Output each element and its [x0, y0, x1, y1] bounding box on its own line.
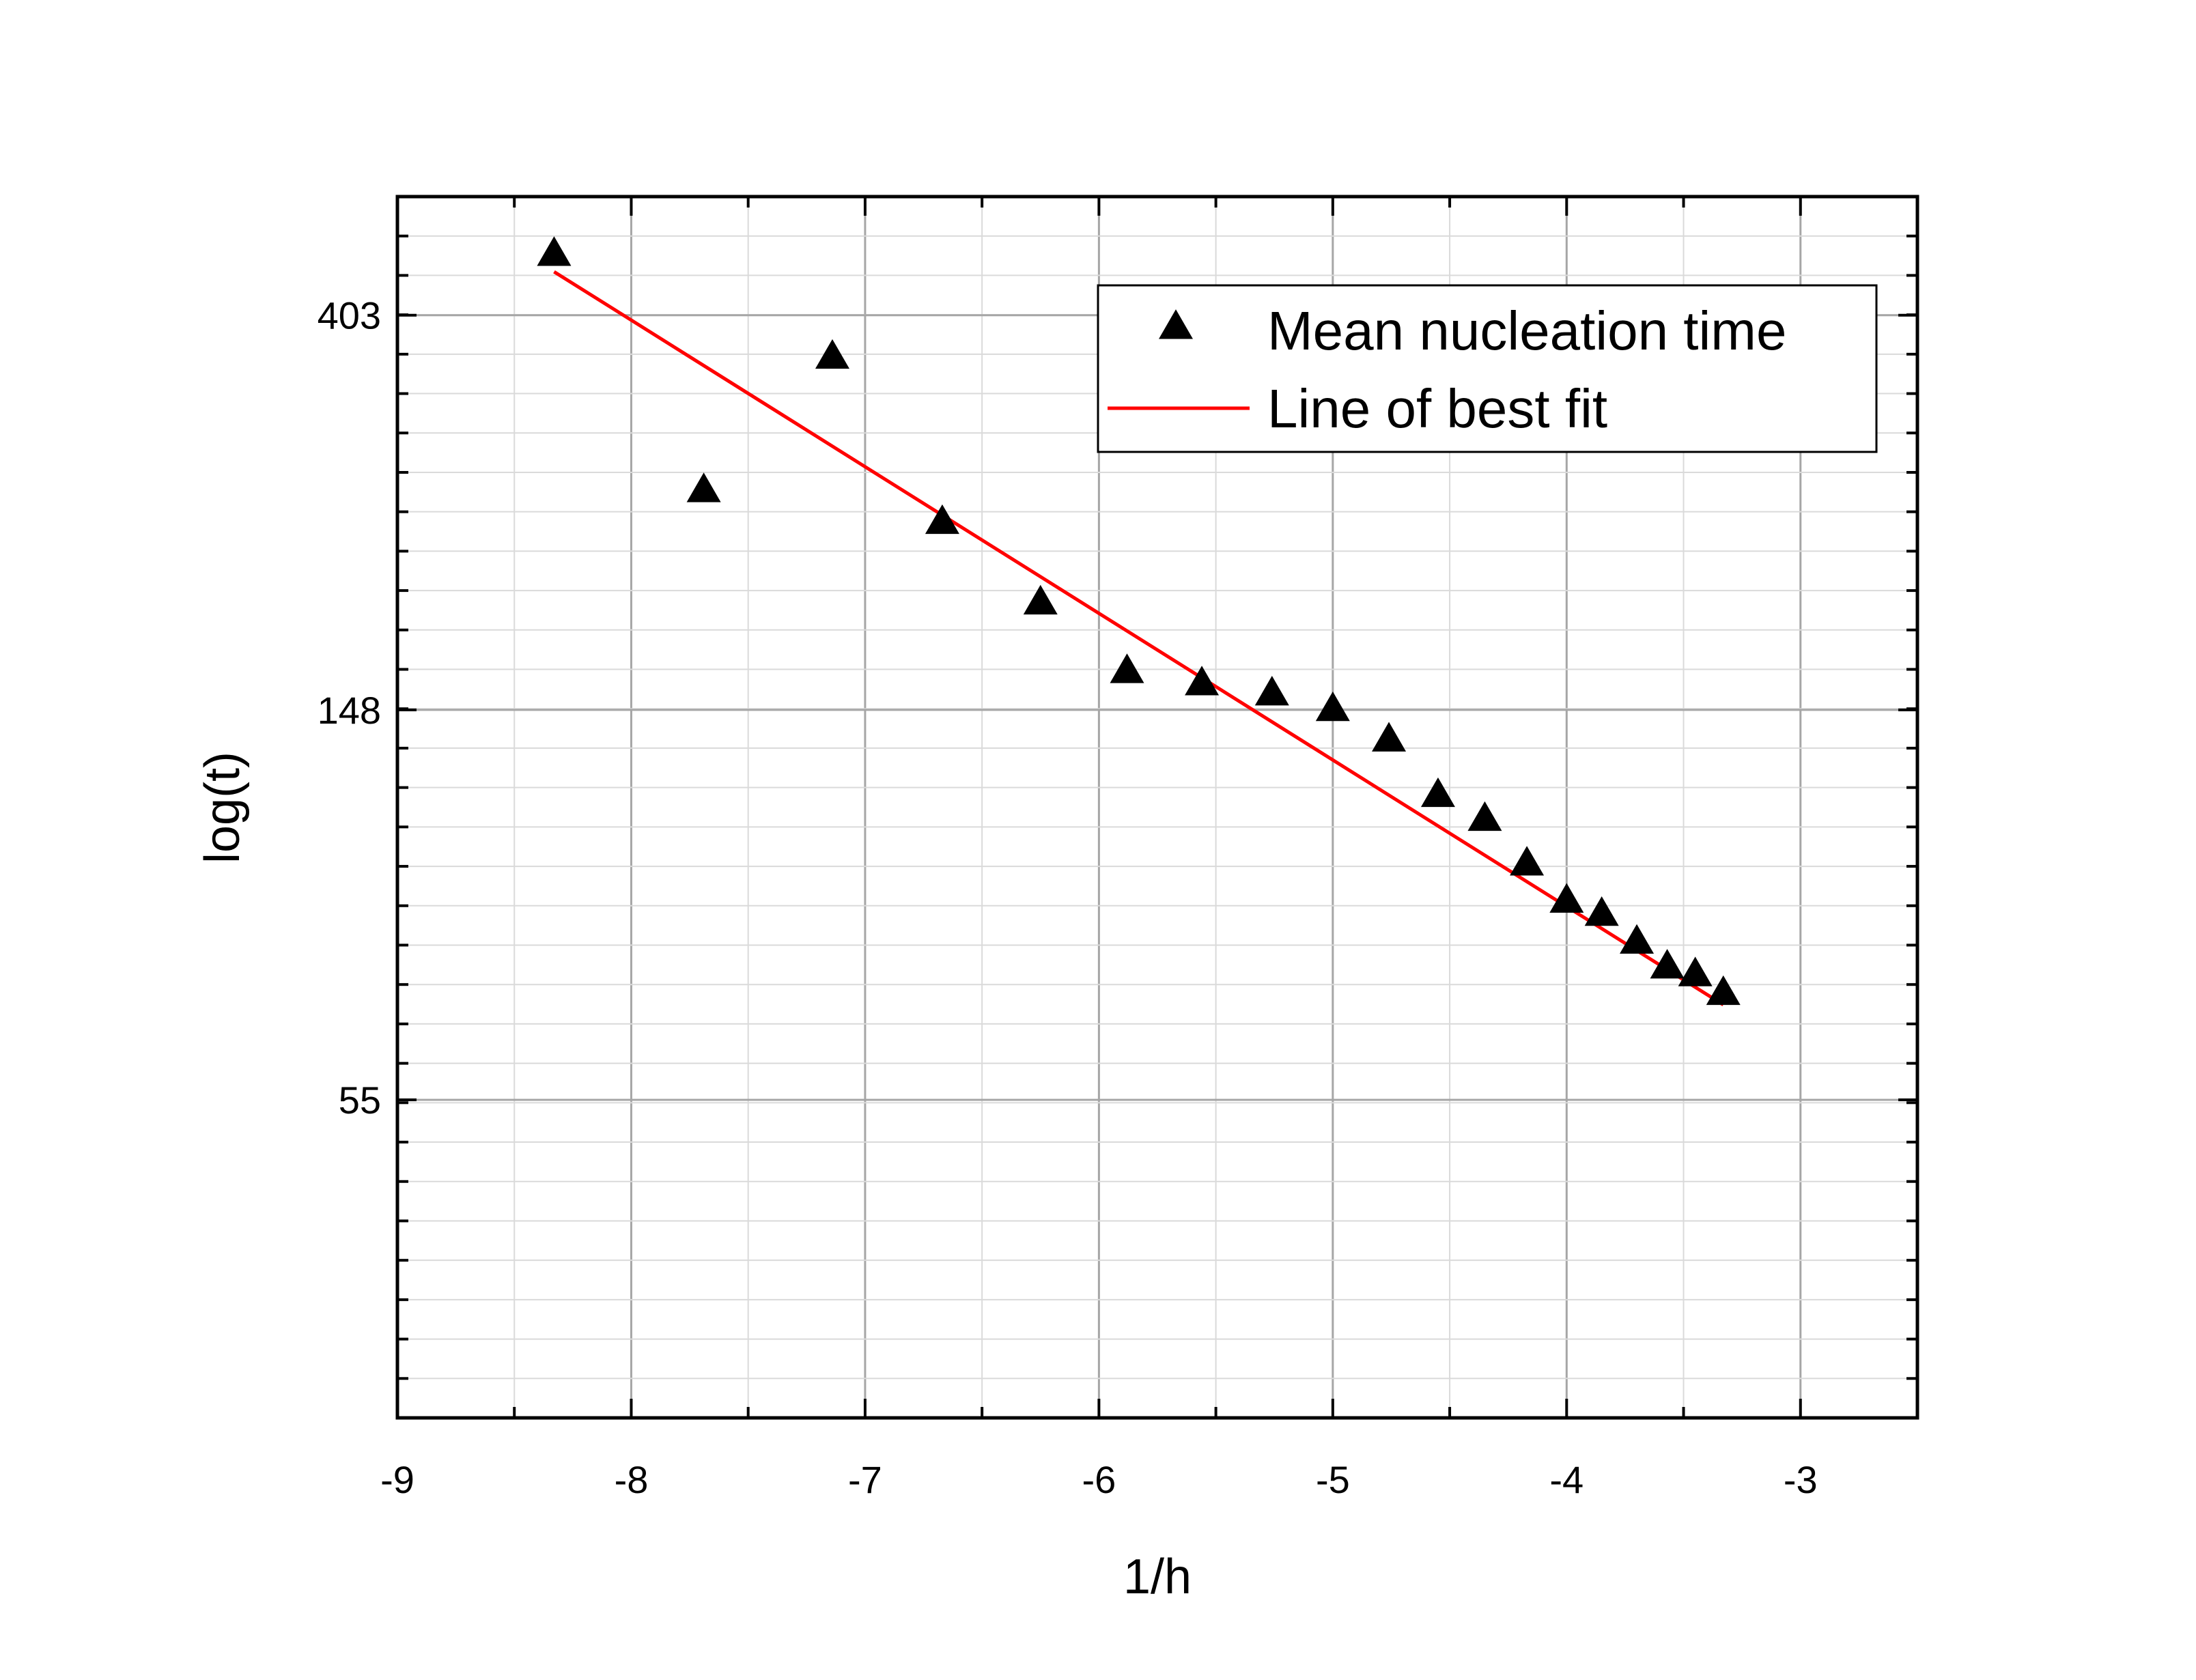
data-point-triangle [1584, 896, 1619, 926]
best-fit-line [553, 270, 1725, 1007]
data-points-group [537, 236, 1741, 1006]
data-point-triangle [1549, 883, 1584, 913]
y-tick-label: 148 [318, 689, 381, 732]
data-point-triangle [686, 472, 721, 502]
x-axis-title: 1/h [1123, 1550, 1192, 1604]
legend-entry-mean-nucleation-time: Mean nucleation time [1267, 300, 1786, 361]
legend: Mean nucleation time Line of best fit [1097, 284, 1878, 453]
data-point-triangle [815, 339, 849, 369]
y-axis-title: log(t) [195, 752, 250, 864]
data-point-triangle [1467, 801, 1502, 831]
data-point-triangle [1185, 666, 1220, 696]
x-tick-label: -4 [1549, 1458, 1583, 1501]
data-point-triangle [1650, 949, 1685, 979]
x-tick-label: -7 [848, 1458, 882, 1501]
x-tick-label: -5 [1316, 1458, 1350, 1501]
data-point-triangle [1678, 956, 1713, 986]
data-point-triangle [1706, 975, 1741, 1006]
data-point-triangle [1315, 691, 1350, 722]
legend-triangle-marker [1159, 309, 1193, 339]
axis-ticks [396, 195, 1919, 1419]
data-point-triangle [1023, 584, 1058, 615]
data-point-triangle [1620, 924, 1655, 954]
y-tick-labels: 55 148 403 [318, 294, 381, 1122]
x-tick-label: -9 [380, 1458, 414, 1501]
x-tick-label: -6 [1082, 1458, 1116, 1501]
x-tick-labels: -9 -8 -7 -6 -5 -4 -3 [380, 1458, 1818, 1501]
best-fit-line-group [553, 270, 1725, 1007]
data-point-triangle [1254, 676, 1289, 706]
x-tick-label: -3 [1784, 1458, 1818, 1501]
x-tick-label: -8 [615, 1458, 649, 1501]
legend-box [1097, 284, 1878, 453]
y-tick-label: 403 [318, 294, 381, 337]
data-point-triangle [1110, 653, 1144, 683]
data-point-triangle [1372, 722, 1407, 752]
data-point-triangle [1510, 846, 1545, 876]
legend-entry-line-of-best-fit: Line of best fit [1267, 378, 1607, 439]
data-point-triangle [925, 504, 959, 535]
y-tick-label: 55 [339, 1079, 381, 1122]
data-point-triangle [537, 236, 572, 266]
data-point-triangle [1420, 777, 1455, 808]
plot-frame [395, 195, 1919, 1420]
